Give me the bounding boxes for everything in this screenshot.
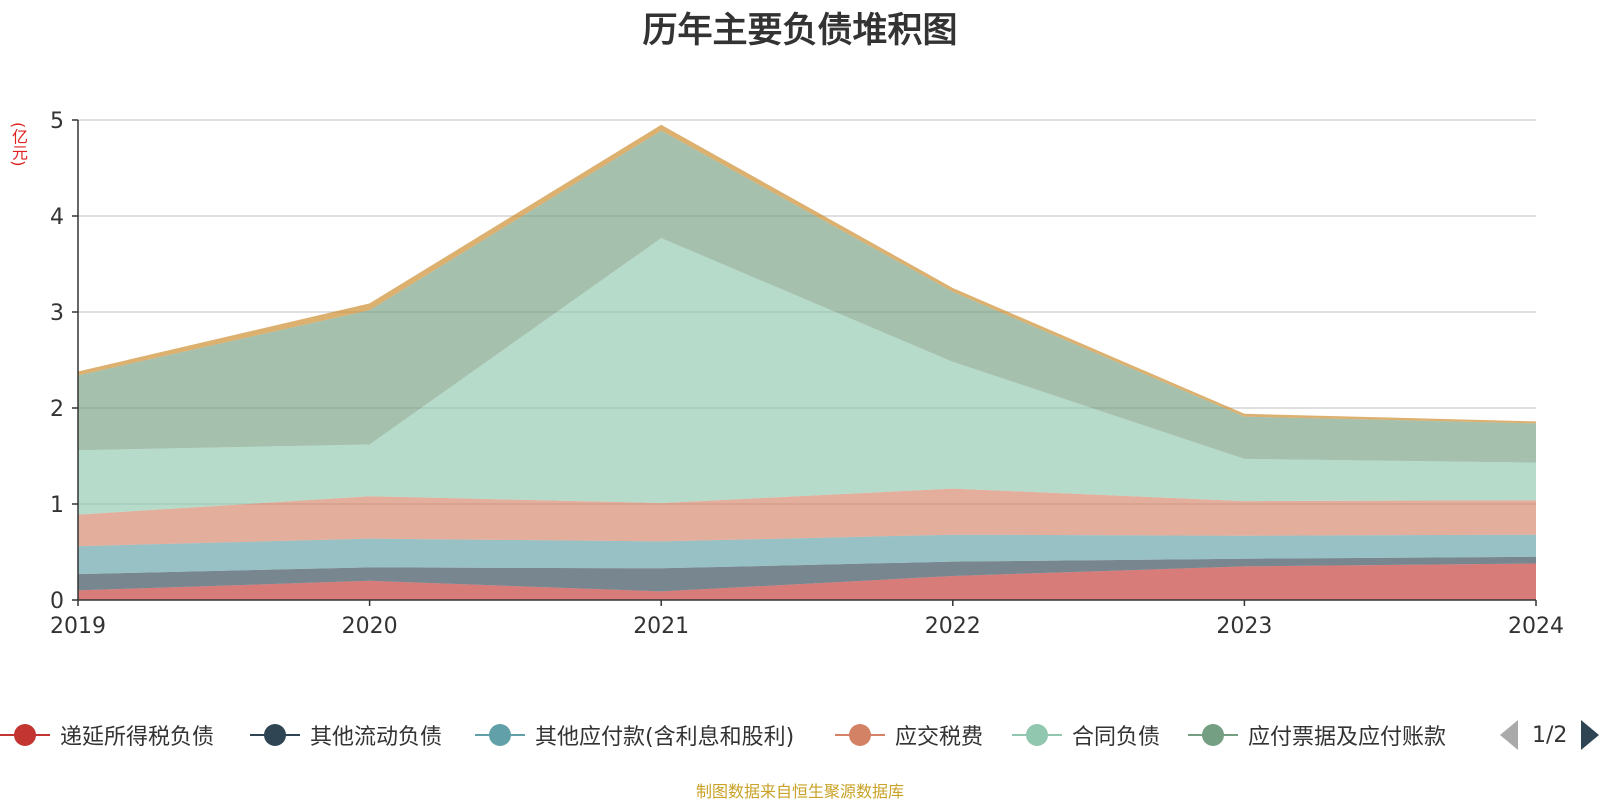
legend-item[interactable]: 其他流动负债: [250, 715, 442, 755]
legend-symbol-icon: [1188, 724, 1238, 746]
legend-label: 应付票据及应付账款: [1248, 725, 1447, 750]
area-series-5: [78, 130, 1536, 463]
area-series-4: [78, 238, 1536, 515]
area-series: [78, 124, 1536, 600]
legend-symbol-icon: [835, 724, 885, 746]
y-tick-label: 5: [50, 109, 64, 134]
data-source-note: 制图数据来自恒生聚源数据库: [695, 782, 904, 801]
y-axis-unit: (亿元): [9, 122, 28, 167]
y-tick-label: 1: [50, 493, 64, 518]
y-tick-label: 0: [50, 589, 64, 614]
legend-symbol-icon: [250, 724, 300, 746]
stacked-area-chart: 0 1 2 3 4 5 2019 2020 2021 2022 2023 2024: [50, 109, 1564, 639]
area-series-0: [78, 563, 1536, 600]
y-tick-labels: 0 1 2 3 4 5: [50, 109, 64, 614]
x-tick-label: 2019: [50, 614, 106, 639]
triangle-right-icon[interactable]: [1581, 720, 1600, 750]
x-tick-label: 2023: [1216, 614, 1272, 639]
y-tick-label: 2: [50, 397, 64, 422]
legend-symbol-icon: [0, 724, 50, 746]
chart-title: 历年主要负债堆积图: [642, 11, 958, 51]
x-tick-label: 2021: [633, 614, 689, 639]
triangle-left-icon[interactable]: [1500, 720, 1518, 750]
legend-page-indicator: 1/2: [1532, 722, 1568, 748]
legend-label: 应交税费: [895, 725, 984, 750]
legend-item[interactable]: 应交税费: [835, 715, 983, 755]
legend-label: 合同负债: [1072, 725, 1161, 750]
x-tick-label: 2022: [925, 614, 981, 639]
axes: [72, 119, 1537, 606]
legend-symbol-icon: [475, 724, 525, 746]
y-tick-label: 3: [50, 301, 64, 326]
area-series-2: [78, 534, 1536, 575]
legend-label: 其他应付款(含利息和股利): [535, 725, 795, 750]
legend-label: 递延所得税负债: [60, 725, 215, 750]
x-tick-labels: 2019 2020 2021 2022 2023 2024: [50, 614, 1564, 639]
legend-item[interactable]: 应付票据及应付账款: [1188, 715, 1446, 755]
area-series-1: [78, 556, 1536, 592]
legend-symbol-icon: [1012, 724, 1062, 746]
legend-item[interactable]: 合同负债: [1012, 715, 1160, 755]
legend-label: 其他流动负债: [310, 725, 443, 750]
legend-pager: 1/2: [1500, 715, 1600, 755]
x-tick-label: 2024: [1508, 614, 1564, 639]
legend-item[interactable]: 其他应付款(含利息和股利): [475, 715, 794, 755]
legend-item[interactable]: 递延所得税负债: [0, 715, 214, 755]
y-tick-label: 4: [50, 205, 64, 230]
legend: 递延所得税负债 其他流动负债 其他应付款(含利息和股利) 应交税费 合同负债 应付票据及应…: [0, 715, 1600, 755]
area-series-3: [78, 488, 1536, 547]
x-tick-label: 2020: [342, 614, 398, 639]
